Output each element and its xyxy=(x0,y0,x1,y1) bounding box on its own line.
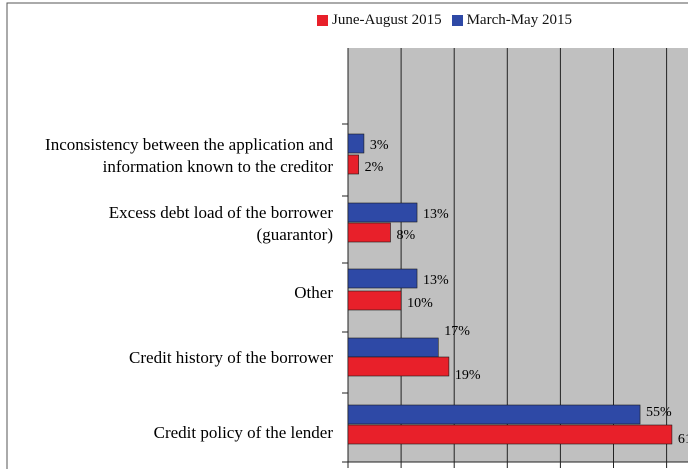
plot-background xyxy=(348,48,688,462)
data-label-march-may: 17% xyxy=(444,324,470,339)
legend-swatch-red xyxy=(317,15,328,26)
data-label-june-august: 2% xyxy=(365,160,384,175)
bar-june-august xyxy=(347,222,391,243)
category-label: Other xyxy=(294,283,333,302)
data-labels: 3% 2% 13% 8% 13% 10% 17% 19% 55% 61% xyxy=(365,138,688,447)
data-label-june-august: 61% xyxy=(678,432,688,447)
bar-june-august xyxy=(347,290,402,311)
data-label-march-may: 13% xyxy=(423,207,449,222)
bar-march-may xyxy=(347,202,418,223)
bar-march-may xyxy=(347,404,641,425)
data-label-june-august: 8% xyxy=(396,228,415,243)
legend-label: June-August 2015 xyxy=(332,12,442,28)
data-label-march-may: 13% xyxy=(423,273,449,288)
legend-label: March-May 2015 xyxy=(466,12,572,28)
bar-march-may xyxy=(347,268,418,289)
category-label: Credit history of the borrower xyxy=(129,348,333,367)
data-label-march-may: 55% xyxy=(646,405,672,420)
category-label: Inconsistency between the application an… xyxy=(45,135,333,154)
plot-area xyxy=(342,48,688,468)
bar-june-august xyxy=(347,424,673,445)
category-label: information known to the creditor xyxy=(103,157,334,176)
legend-swatch-blue xyxy=(451,15,463,26)
bar-june-august xyxy=(347,356,450,377)
category-label: Excess debt load of the borrower xyxy=(109,203,334,222)
category-label: Credit policy of the lender xyxy=(154,423,334,442)
bar-march-may xyxy=(347,133,365,154)
legend: June-August 2015 March-May 2015 xyxy=(317,12,572,29)
category-label: (guarantor) xyxy=(257,225,333,244)
data-label-march-may: 3% xyxy=(370,138,389,153)
chart-frame xyxy=(6,2,688,469)
data-label-june-august: 19% xyxy=(455,368,481,383)
data-label-june-august: 10% xyxy=(407,296,433,311)
bars xyxy=(347,133,673,445)
bar-march-may xyxy=(347,337,439,358)
legend-item-march-may: March-May 2015 xyxy=(451,12,572,29)
bar-june-august xyxy=(347,154,359,175)
legend-item-june-august: June-August 2015 xyxy=(317,12,442,29)
category-labels: Inconsistency between the application an… xyxy=(45,135,333,442)
